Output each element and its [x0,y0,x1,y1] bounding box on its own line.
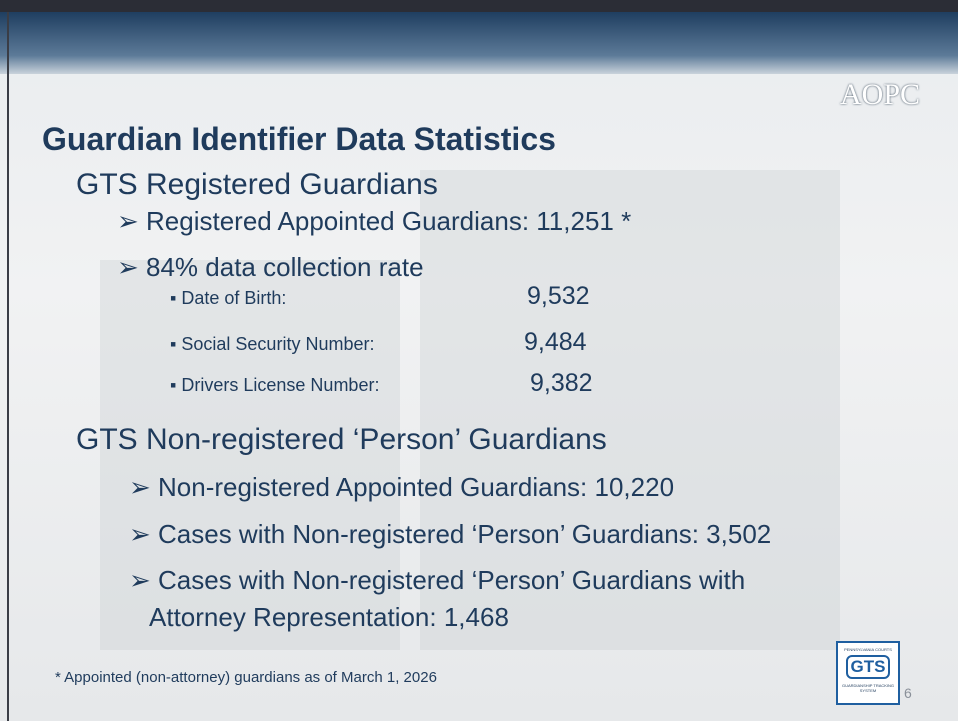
bullet-text: 84% data collection rate [146,252,424,282]
sub-bullet: ▪ Social Security Number: [170,334,375,354]
badge-bottom: GUARDIANSHIP TRACKING SYSTEM [841,683,895,693]
sub-bullet-value: 9,382 [530,369,593,397]
bullet: ➢ 84% data collection rate [117,252,424,282]
top-bar [0,0,958,12]
sub-bullet: ▪ Drivers License Number: [170,375,380,395]
bullet-text: Non-registered Appointed Guardians: 10,2… [158,472,675,502]
sub-bullet-label: Date of Birth: [181,288,287,308]
slide-title: Guardian Identifier Data Statistics [42,121,556,157]
logo: AOPC [840,78,921,111]
bullet-text: Cases with Non-registered ‘Person’ Guard… [158,519,772,549]
bullet: ➢ Cases with Non-registered ‘Person’ Gua… [129,565,746,595]
section-heading: GTS Registered Guardians [76,168,438,201]
footnote: * Appointed (non-attorney) guardians as … [55,669,437,686]
bullet-text: Cases with Non-registered ‘Person’ Guard… [158,565,746,595]
badge-top: PENNSYLVANIA COURTS [844,647,892,652]
sub-bullet-value: 9,484 [524,328,587,356]
sub-bullet-label: Social Security Number: [181,334,375,354]
left-border [7,12,9,721]
background-building [420,170,840,650]
bullet: ➢ Cases with Non-registered ‘Person’ Gua… [129,519,772,549]
page-number: 6 [904,685,912,701]
gts-badge: PENNSYLVANIA COURTS GTS GUARDIANSHIP TRA… [836,641,900,705]
sub-bullet-label: Drivers License Number: [181,375,380,395]
background-building [100,260,400,650]
bullet: ➢ Registered Appointed Guardians: 11,251… [117,206,632,236]
badge-mark: GTS [846,655,890,679]
bullet-text: Registered Appointed Guardians: 11,251 * [146,206,632,236]
sub-bullet: ▪ Date of Birth: [170,288,287,308]
bullet-continuation: Attorney Representation: 1,468 [149,602,509,632]
section-heading: GTS Non-registered ‘Person’ Guardians [76,423,607,456]
sub-bullet-value: 9,532 [527,282,590,310]
header-band [0,12,958,74]
bullet: ➢ Non-registered Appointed Guardians: 10… [129,472,675,502]
